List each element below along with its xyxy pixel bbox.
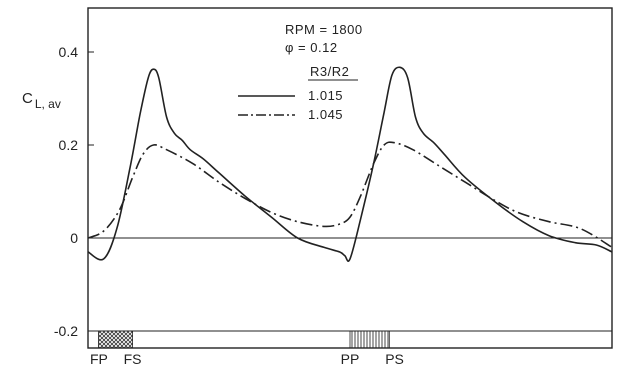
legend-label-1045: 1.045: [308, 107, 343, 122]
legend: R3/R2 1.015 1.045: [238, 64, 358, 122]
series-line-1015: [87, 66, 613, 262]
series-line-1045: [87, 141, 613, 248]
series-group: [87, 66, 613, 262]
y-tick-label: 0.4: [59, 44, 79, 60]
blade-marker-label: FS: [124, 351, 142, 367]
y-axis-label-main: C: [22, 90, 33, 107]
y-tick-label: -0.2: [54, 323, 78, 339]
y-ticks: 0.4 0.2 0 -0.2: [54, 44, 94, 339]
blade-bands: [98, 330, 390, 349]
rpm-annotation: RPM = 1800: [285, 22, 363, 37]
blade-marker-label: PP: [341, 351, 360, 367]
plot-frame: [87, 7, 613, 349]
blade-band: [349, 330, 390, 349]
y-axis-label: C L, av: [22, 90, 61, 111]
blade-marker-label: PS: [385, 351, 404, 367]
y-axis-label-sub: L, av: [35, 97, 61, 111]
phi-annotation: φ = 0.12: [285, 40, 338, 55]
legend-title: R3/R2: [310, 64, 349, 79]
y-tick-label: 0.2: [59, 137, 79, 153]
legend-label-1015: 1.015: [308, 88, 343, 103]
blade-band: [98, 330, 133, 349]
blade-marker-label: FP: [90, 351, 108, 367]
y-tick-label: 0: [70, 230, 78, 246]
blade-markers: FP FS PP PS: [90, 351, 404, 367]
